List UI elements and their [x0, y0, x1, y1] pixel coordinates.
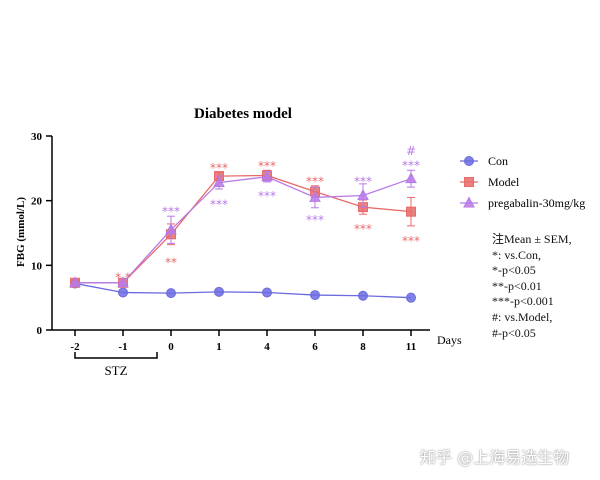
significance-label: ***: [162, 204, 180, 218]
stz-bracket: STZ: [74, 352, 158, 378]
x-axis-label: Days: [437, 333, 462, 347]
statistics-note: 注Mean ± SEM, *: vs.Con, *-p<0.05 **-p<0.…: [492, 232, 572, 341]
significance-label: ***: [210, 197, 228, 211]
watermark: 知乎 @上海易选生物: [420, 448, 570, 467]
legend-entry: Con: [460, 154, 508, 168]
data-point: [165, 223, 177, 235]
significance-label: * *: [115, 270, 131, 284]
data-point: [117, 276, 129, 288]
series-line: [74, 282, 412, 299]
data-point: [309, 190, 321, 202]
significance-label: ***: [258, 159, 276, 173]
significance-label: ***: [354, 175, 372, 189]
data-point: [405, 172, 417, 184]
data-point: [69, 276, 81, 288]
legend-label: Con: [488, 154, 508, 168]
y-tick-label: 0: [37, 325, 43, 337]
note-line-hash-p005: #-p<0.05: [492, 325, 536, 340]
significance-label: ***: [402, 234, 420, 248]
legend-marker: [464, 177, 474, 187]
significance-label: ***: [258, 189, 276, 203]
y-tick-label: 10: [31, 260, 43, 272]
chart-title: Diabetes model: [194, 106, 292, 122]
x-tick-label: -1: [118, 341, 127, 353]
y-tick-label: 20: [31, 196, 43, 208]
significance-label: ***: [354, 222, 372, 236]
data-point: [166, 288, 176, 299]
significance-label: #: [406, 144, 416, 158]
significance-label: ***: [306, 213, 324, 227]
significance-label: ***: [210, 161, 228, 175]
y-axis-label: FBG (mmol/L): [15, 197, 27, 267]
stz-bracket-line: [74, 352, 158, 359]
note-line-p0001: ***-p<0.001: [492, 294, 554, 309]
data-point: [262, 287, 272, 298]
data-point: [310, 290, 320, 301]
legend-label: pregabalin-30mg/kg: [488, 196, 585, 210]
x-tick-label: 4: [264, 341, 270, 353]
significance-label: ***: [402, 158, 420, 172]
x-tick-label: 8: [360, 341, 366, 353]
significance-label: **: [165, 255, 177, 269]
data-point: [214, 286, 224, 297]
legend-entry: pregabalin-30mg/kg: [460, 196, 585, 210]
legend-entry: Model: [460, 175, 520, 189]
data-point: [261, 170, 273, 182]
x-tick-label: 11: [406, 341, 416, 353]
data-point: [406, 292, 416, 303]
note-line-vs-model: #: vs.Model,: [492, 309, 553, 324]
x-tick-label: 6: [312, 341, 318, 353]
x-tick-label: 0: [168, 341, 174, 353]
data-point: [213, 175, 225, 188]
data-point: [358, 290, 368, 301]
series-triangle: [69, 169, 417, 288]
legend-label: Model: [488, 175, 520, 189]
legend-marker: [464, 156, 474, 166]
x-tick-label: -2: [70, 341, 80, 353]
data-point: [118, 287, 128, 298]
legend-marker: [463, 196, 475, 208]
significance-label: ***: [306, 175, 324, 189]
note-line-vs-con: *: vs.Con,: [492, 247, 542, 262]
note-line-p005: *-p<0.05: [492, 263, 536, 278]
x-tick-label: 1: [216, 341, 222, 353]
y-tick-label: 30: [31, 131, 43, 143]
note-line-mean: 注Mean ± SEM,: [492, 232, 572, 246]
data-point: [406, 206, 416, 217]
stz-label: STZ: [104, 363, 127, 378]
series-line: [75, 176, 412, 284]
note-line-p001: **-p<0.01: [492, 278, 542, 293]
data-point: [357, 188, 369, 200]
